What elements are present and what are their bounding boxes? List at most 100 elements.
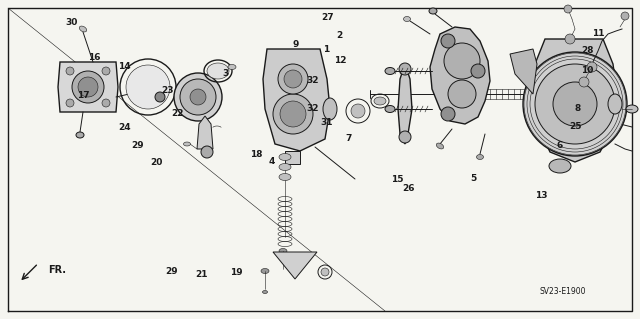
Ellipse shape: [385, 68, 395, 75]
Text: 17: 17: [77, 91, 90, 100]
Ellipse shape: [279, 153, 291, 160]
Ellipse shape: [374, 97, 386, 105]
Ellipse shape: [323, 98, 337, 120]
Polygon shape: [263, 49, 330, 151]
Text: FR.: FR.: [49, 264, 67, 275]
Circle shape: [565, 34, 575, 44]
Circle shape: [579, 77, 589, 87]
Circle shape: [399, 63, 411, 75]
Text: 31: 31: [320, 118, 333, 127]
Circle shape: [78, 77, 98, 97]
Ellipse shape: [429, 8, 437, 14]
Circle shape: [66, 67, 74, 75]
Ellipse shape: [403, 17, 410, 21]
Text: 32: 32: [306, 76, 319, 85]
Text: 25: 25: [570, 122, 582, 130]
Circle shape: [587, 62, 597, 72]
Circle shape: [126, 65, 170, 109]
Ellipse shape: [626, 105, 638, 113]
Text: 20: 20: [150, 158, 163, 167]
Circle shape: [201, 146, 213, 158]
Text: 18: 18: [250, 150, 262, 159]
Text: SV23-E1900: SV23-E1900: [540, 287, 586, 296]
Circle shape: [471, 64, 485, 78]
Circle shape: [444, 43, 480, 79]
Circle shape: [72, 71, 104, 103]
Text: 21: 21: [195, 271, 208, 279]
Circle shape: [102, 99, 110, 107]
Circle shape: [523, 52, 627, 156]
Text: 2: 2: [336, 31, 342, 40]
Circle shape: [280, 101, 306, 127]
Circle shape: [564, 5, 572, 13]
Polygon shape: [398, 64, 412, 144]
Ellipse shape: [184, 142, 191, 146]
Ellipse shape: [477, 154, 483, 160]
Text: 29: 29: [131, 141, 144, 150]
Ellipse shape: [207, 63, 229, 79]
Ellipse shape: [436, 143, 444, 149]
Ellipse shape: [385, 106, 395, 113]
Polygon shape: [197, 116, 213, 149]
Ellipse shape: [76, 132, 84, 138]
Text: 26: 26: [402, 184, 415, 193]
Text: 24: 24: [118, 123, 131, 132]
Circle shape: [321, 268, 329, 276]
Circle shape: [535, 64, 615, 144]
Circle shape: [284, 70, 302, 88]
Ellipse shape: [279, 174, 291, 181]
Text: 15: 15: [390, 175, 403, 184]
Circle shape: [278, 64, 308, 94]
Text: 32: 32: [306, 104, 319, 113]
Circle shape: [448, 80, 476, 108]
Circle shape: [66, 99, 74, 107]
Text: 10: 10: [581, 66, 594, 75]
Circle shape: [351, 104, 365, 118]
Ellipse shape: [279, 164, 291, 170]
Text: 8: 8: [574, 104, 580, 113]
Ellipse shape: [262, 291, 268, 293]
Polygon shape: [510, 49, 537, 94]
Circle shape: [102, 67, 110, 75]
Text: 30: 30: [65, 18, 78, 27]
Text: 9: 9: [292, 40, 299, 48]
Circle shape: [190, 89, 206, 105]
Circle shape: [273, 94, 313, 134]
Ellipse shape: [279, 249, 287, 254]
Circle shape: [441, 34, 455, 48]
Polygon shape: [285, 151, 300, 164]
Ellipse shape: [261, 269, 269, 273]
Text: 14: 14: [118, 63, 131, 71]
Text: 1: 1: [323, 45, 330, 54]
Text: 28: 28: [581, 46, 594, 55]
Text: 11: 11: [592, 29, 605, 38]
Ellipse shape: [79, 26, 86, 32]
Text: 29: 29: [165, 267, 178, 276]
Text: 22: 22: [172, 109, 184, 118]
Polygon shape: [58, 62, 118, 112]
Text: 3: 3: [222, 69, 228, 78]
Polygon shape: [273, 252, 317, 279]
Circle shape: [174, 73, 222, 121]
Polygon shape: [533, 39, 617, 162]
Circle shape: [399, 131, 411, 143]
Text: 19: 19: [230, 268, 243, 277]
Ellipse shape: [608, 94, 622, 114]
Circle shape: [441, 107, 455, 121]
Ellipse shape: [549, 159, 571, 173]
Circle shape: [180, 79, 216, 115]
Text: 13: 13: [534, 191, 547, 200]
Polygon shape: [430, 27, 490, 124]
Circle shape: [621, 12, 629, 20]
Text: 16: 16: [88, 53, 101, 62]
Circle shape: [553, 82, 597, 126]
Text: 27: 27: [321, 13, 334, 22]
Text: 7: 7: [346, 134, 352, 143]
Ellipse shape: [133, 89, 143, 95]
Ellipse shape: [228, 64, 236, 70]
Text: 6: 6: [557, 141, 563, 150]
Text: 12: 12: [334, 56, 347, 65]
Text: 23: 23: [161, 86, 174, 95]
Text: 5: 5: [470, 174, 477, 183]
Text: 4: 4: [269, 157, 275, 166]
